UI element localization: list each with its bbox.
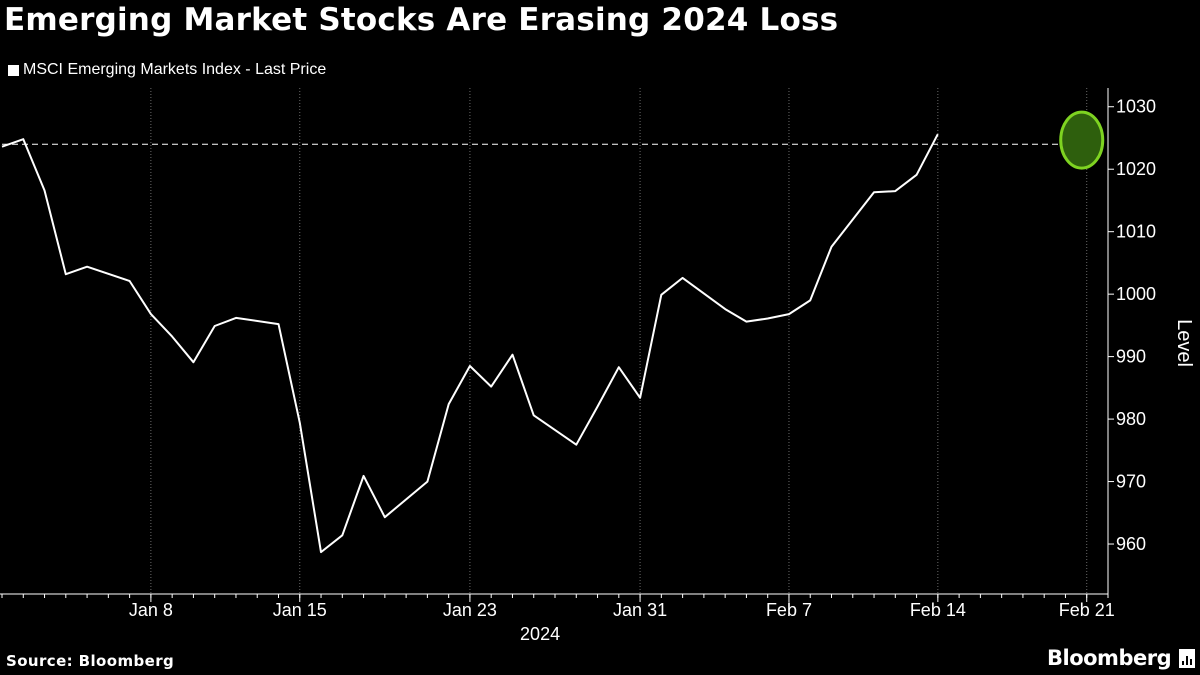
x-tick-label: Jan 15: [273, 600, 327, 620]
legend-label: MSCI Emerging Markets Index - Last Price: [23, 61, 327, 78]
y-tick-label: 970: [1116, 472, 1146, 492]
x-tick-label: Jan 8: [129, 600, 173, 620]
y-axis-title: Level: [1173, 319, 1195, 367]
y-tick-label: 980: [1116, 409, 1146, 429]
bloomberg-logo: Bloomberg: [1047, 646, 1196, 670]
y-tick-label: 990: [1116, 347, 1146, 367]
x-tick-label: Jan 31: [613, 600, 667, 620]
bloomberg-terminal-icon: [1179, 648, 1196, 668]
x-axis-label: 2024: [520, 624, 560, 644]
x-tick-label: Feb 21: [1059, 600, 1115, 620]
brand-name: Bloomberg: [1047, 646, 1172, 670]
chart-title: Emerging Market Stocks Are Erasing 2024 …: [4, 2, 839, 38]
x-tick-label: Feb 7: [766, 600, 812, 620]
x-tick-label: Jan 23: [443, 600, 497, 620]
y-tick-label: 1020: [1116, 159, 1156, 179]
highlight-circle: [1059, 110, 1105, 170]
source-note: Source: Bloomberg: [6, 652, 175, 670]
y-tick-label: 1010: [1116, 222, 1156, 242]
x-tick-label: Feb 14: [910, 600, 966, 620]
y-tick-label: 1000: [1116, 284, 1156, 304]
legend: MSCI Emerging Markets Index - Last Price: [8, 61, 326, 79]
y-tick-label: 1030: [1116, 97, 1156, 117]
y-tick-label: 960: [1116, 534, 1146, 554]
legend-swatch: [8, 64, 19, 76]
